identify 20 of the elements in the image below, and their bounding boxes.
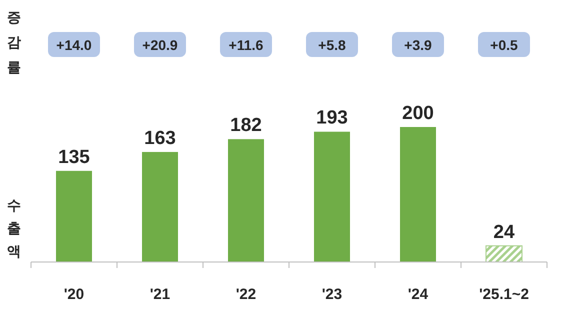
text: +5.8: [318, 37, 346, 53]
y-axis-title: 수출액: [7, 197, 21, 259]
text: +20.9: [142, 37, 178, 53]
text: +3.9: [404, 37, 432, 53]
data-label: 193: [316, 108, 348, 129]
data-label: 163: [144, 128, 176, 149]
x-tick-label: '22: [236, 286, 256, 303]
x-tick-label: '23: [322, 286, 342, 303]
data-label: 200: [402, 103, 434, 124]
data-label: 135: [58, 146, 90, 168]
text: +11.6: [228, 37, 264, 53]
data-label: 182: [230, 115, 262, 136]
x-tick-label: '20: [64, 286, 84, 303]
text: +14.0: [56, 37, 92, 53]
data-label: 24: [493, 222, 515, 243]
text: +0.5: [490, 37, 518, 53]
x-tick-label: '21: [150, 286, 170, 303]
x-tick-label: '25.1~2: [479, 286, 529, 303]
x-tick-label: '24: [408, 286, 429, 303]
text: 증감률: [7, 9, 21, 75]
